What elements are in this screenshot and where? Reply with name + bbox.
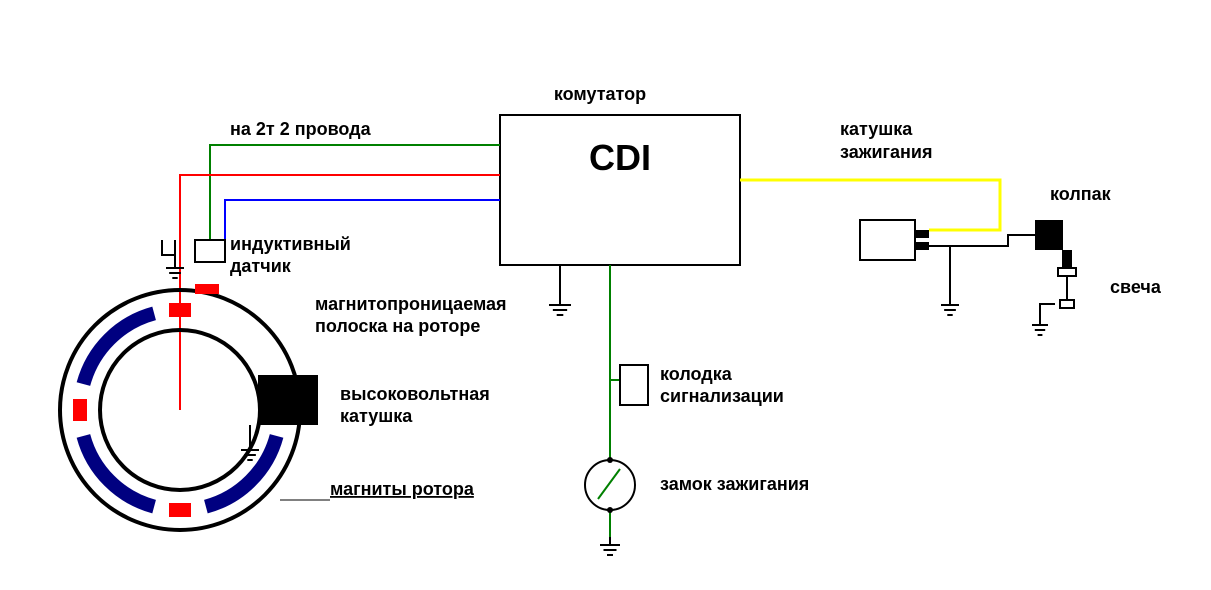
ground-symbol bbox=[549, 297, 571, 315]
label-magnets: магниты ротора bbox=[330, 479, 475, 499]
label-lock: замок зажигания bbox=[660, 474, 809, 494]
spark-plug-part-2 bbox=[1060, 300, 1074, 308]
wire-yellow-cdi-to-coil bbox=[740, 180, 1000, 230]
label-coil_ign2: зажигания bbox=[840, 142, 933, 162]
signal-block bbox=[620, 365, 648, 405]
label-hv1: высоковольтная bbox=[340, 384, 490, 404]
label-hv2: катушка bbox=[340, 406, 413, 426]
ground-symbol bbox=[166, 260, 184, 278]
label-strip2: полоска на роторе bbox=[315, 316, 480, 336]
wire-green-sensor-to-cdi bbox=[210, 145, 500, 240]
inductive-sensor bbox=[195, 240, 225, 262]
ground-symbol bbox=[600, 537, 620, 555]
rotor-red-tab bbox=[169, 303, 191, 317]
wire-black-spark-gnd bbox=[1040, 304, 1055, 320]
ground-symbol bbox=[1032, 317, 1048, 335]
label-wires2t: на 2т 2 провода bbox=[230, 119, 372, 139]
spark-plug-part-1 bbox=[1058, 268, 1076, 276]
wire-black-leftdrop2 bbox=[162, 240, 175, 255]
hv-coil-box bbox=[258, 375, 318, 425]
label-spark: свеча bbox=[1110, 277, 1162, 297]
coil-terminal-0 bbox=[915, 230, 929, 238]
label-ind1: индуктивный bbox=[230, 234, 351, 254]
cdi-wiring-diagram: комутатор CDI на 2т 2 провода катушка зажига… bbox=[0, 0, 1211, 590]
wire-black-coil-to-cap bbox=[929, 235, 1035, 246]
rotor-red-tab bbox=[169, 503, 191, 517]
label-block1: колодка bbox=[660, 364, 733, 384]
label-cap: колпак bbox=[1050, 184, 1112, 204]
label-block2: сигнализации bbox=[660, 386, 784, 406]
rotor-red-tab bbox=[73, 399, 87, 421]
coil-terminal-1 bbox=[915, 242, 929, 250]
label-strip1: магнитопроницаемая bbox=[315, 294, 507, 314]
label-cdi: CDI bbox=[589, 137, 651, 178]
label-ind2: датчик bbox=[230, 256, 292, 276]
label-coil_ign1: катушка bbox=[840, 119, 913, 139]
ground-symbol bbox=[941, 297, 959, 315]
ignition-coil bbox=[860, 220, 915, 260]
wire-red-hv-to-cdi bbox=[180, 175, 500, 410]
spark-cap bbox=[1035, 220, 1063, 250]
ignition-lock bbox=[585, 457, 635, 513]
label-commutator: комутатор bbox=[554, 84, 646, 104]
rotor-strip bbox=[195, 284, 219, 294]
spark-plug-part-0 bbox=[1062, 250, 1072, 268]
